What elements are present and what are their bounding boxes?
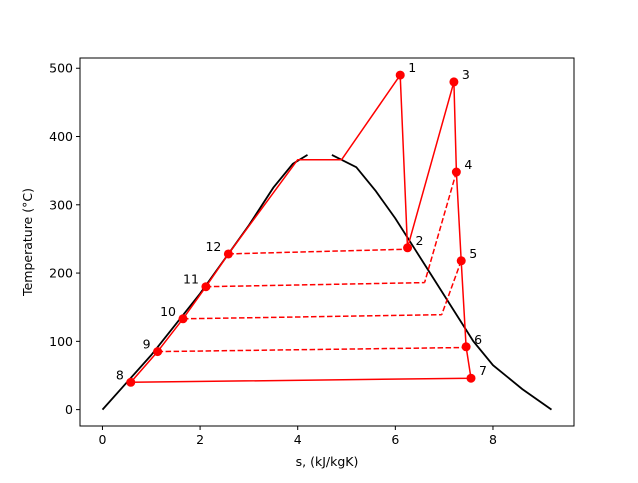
cycle-line-1 bbox=[130, 74, 472, 384]
state-point-7 bbox=[466, 373, 476, 383]
x-tick-label: 8 bbox=[489, 432, 497, 447]
dashed-line-2 bbox=[205, 281, 425, 288]
x-tick-label: 2 bbox=[196, 432, 204, 447]
y-tick-label: 0 bbox=[65, 402, 73, 417]
dashed-line-4 bbox=[157, 346, 467, 353]
state-label-7: 7 bbox=[479, 363, 487, 378]
state-point-12 bbox=[223, 249, 233, 259]
y-tick-label: 400 bbox=[49, 129, 73, 144]
x-tick-label: 0 bbox=[98, 432, 106, 447]
state-label-2: 2 bbox=[416, 233, 424, 248]
state-label-12: 12 bbox=[205, 239, 221, 254]
state-point-3 bbox=[449, 77, 459, 87]
saturated-liquid-line bbox=[101, 154, 308, 411]
state-point-5 bbox=[456, 256, 466, 266]
y-tick-label: 300 bbox=[49, 197, 73, 212]
dashed-line-5 bbox=[423, 171, 458, 283]
state-label-8: 8 bbox=[116, 367, 124, 382]
state-label-3: 3 bbox=[462, 67, 470, 82]
dashed-line-3 bbox=[182, 313, 442, 320]
y-axis-title: Temperature (°C) bbox=[20, 188, 35, 297]
dashed-line-1 bbox=[228, 248, 408, 255]
state-point-11 bbox=[201, 282, 211, 292]
x-tick-label: 4 bbox=[294, 432, 302, 447]
y-tick-label: 200 bbox=[49, 266, 73, 281]
state-label-5: 5 bbox=[469, 246, 477, 261]
state-label-6: 6 bbox=[474, 332, 482, 347]
state-point-2 bbox=[403, 243, 413, 253]
x-axis-title: s, (kJ/kgK) bbox=[296, 454, 359, 469]
y-tick-label: 500 bbox=[49, 61, 73, 76]
state-label-4: 4 bbox=[464, 157, 472, 172]
saturated-vapor-line bbox=[331, 154, 553, 411]
axes: 0 2 4 6 8 0 100 200 300 400 500 bbox=[49, 57, 575, 447]
state-point-10 bbox=[178, 314, 188, 324]
state-label-10: 10 bbox=[160, 304, 176, 319]
state-label-9: 9 bbox=[143, 337, 151, 352]
state-point-9 bbox=[153, 347, 163, 357]
state-label-1: 1 bbox=[408, 60, 416, 75]
state-point-4 bbox=[451, 167, 461, 177]
axes-frame bbox=[79, 57, 575, 427]
state-point-6 bbox=[461, 342, 471, 352]
y-tick-label: 100 bbox=[49, 334, 73, 349]
state-label-11: 11 bbox=[183, 272, 199, 287]
state-point-8 bbox=[126, 377, 136, 387]
state-point-1 bbox=[395, 70, 405, 80]
x-tick-label: 6 bbox=[391, 432, 399, 447]
dashed-line-6 bbox=[440, 260, 462, 315]
